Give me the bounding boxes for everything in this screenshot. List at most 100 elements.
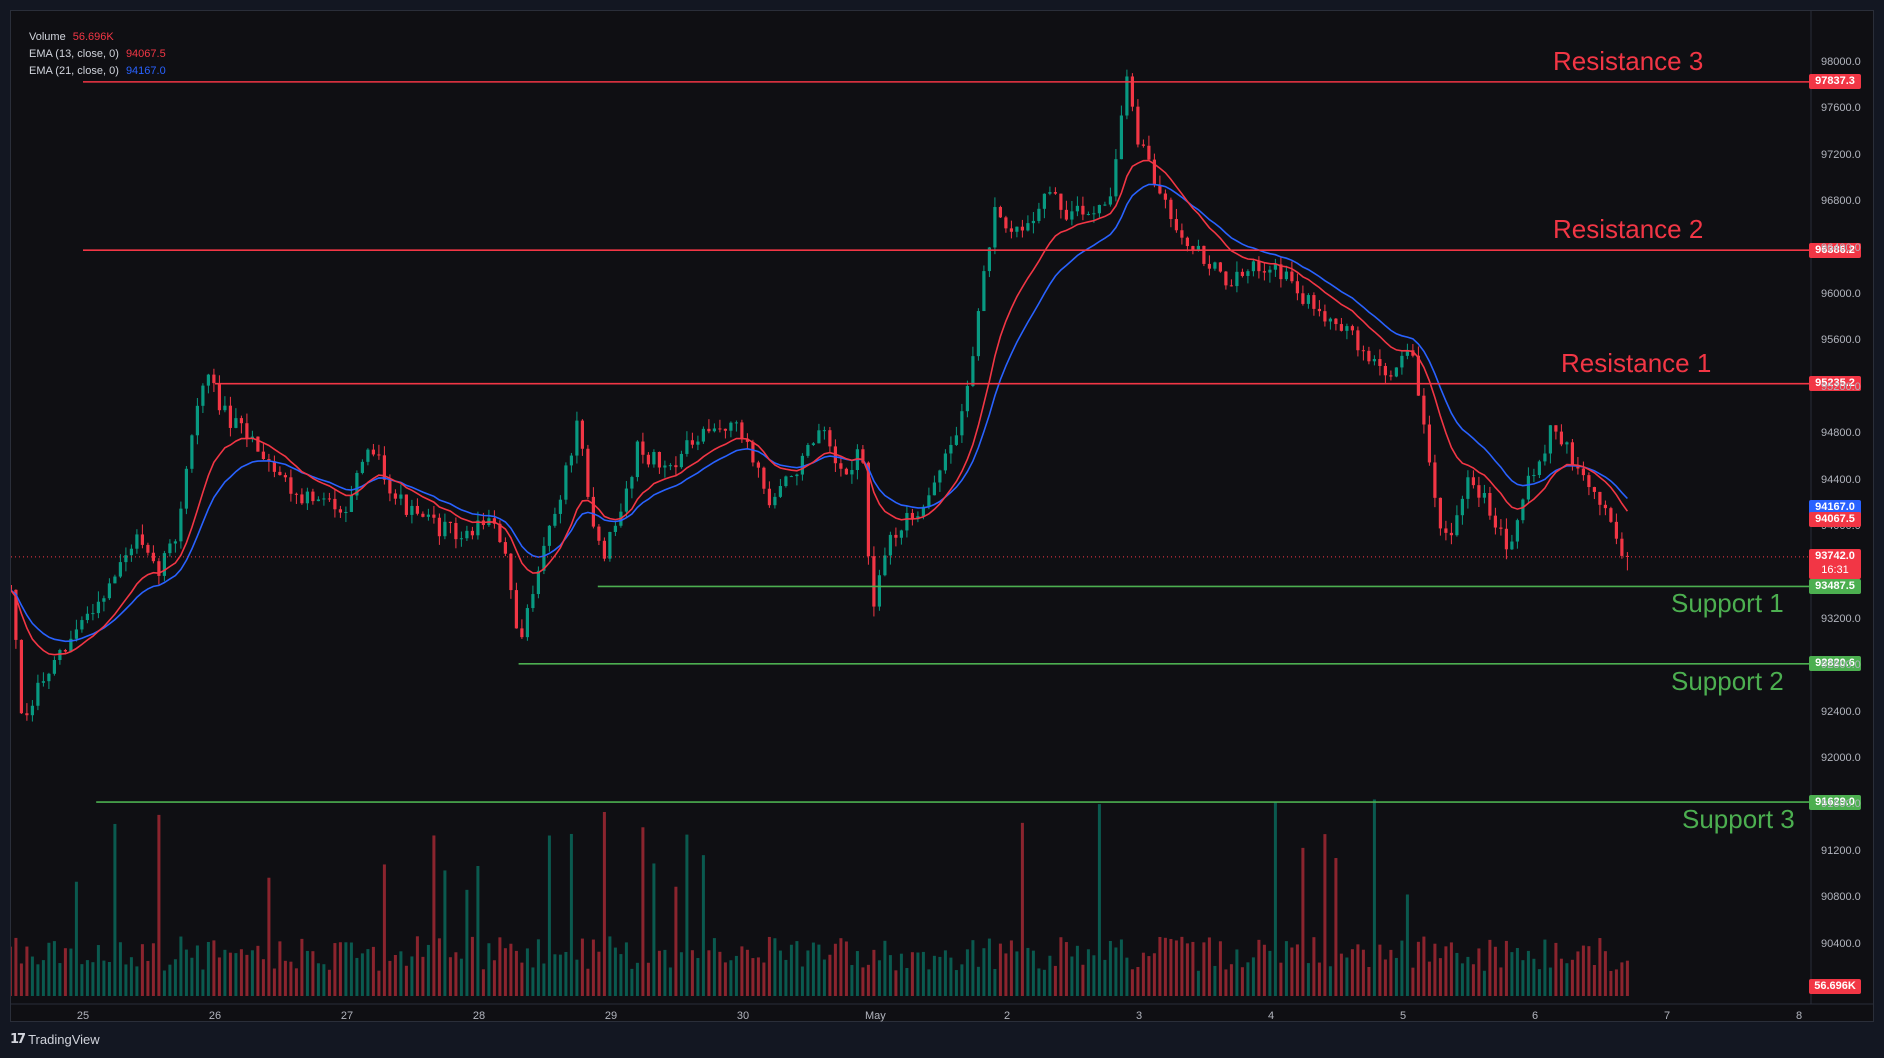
volume-bar: [509, 943, 513, 996]
volume-bar: [1152, 953, 1156, 996]
candle-body: [723, 428, 727, 431]
candle-body: [1268, 269, 1272, 273]
volume-bar: [542, 963, 546, 996]
volume-bar: [217, 957, 221, 996]
volume-bar: [613, 947, 617, 996]
candle-body: [327, 498, 331, 500]
candle-body: [580, 420, 584, 449]
candle-body: [1515, 520, 1519, 542]
volume-bar: [432, 835, 436, 996]
candle-body: [1521, 499, 1525, 521]
volume-bar: [1306, 963, 1310, 996]
last-price-value: 93742.0: [1815, 550, 1855, 563]
volume-bar: [1504, 940, 1508, 996]
candle-body: [1119, 115, 1123, 160]
bar-countdown: 16:31: [1821, 564, 1849, 577]
volume-bar: [63, 948, 67, 996]
volume-bar: [1488, 939, 1492, 996]
candle-body: [998, 207, 1002, 218]
volume-bar: [371, 946, 375, 996]
volume-bar: [1477, 948, 1481, 996]
volume-bar: [1246, 962, 1250, 996]
candle-body: [1136, 106, 1140, 145]
candle-body: [1312, 295, 1316, 309]
support-label: Support 2: [1671, 665, 1784, 696]
price-tick-label: 93200.0: [1821, 612, 1861, 625]
candle-body: [921, 506, 925, 517]
volume-bar: [971, 940, 975, 996]
support-price-tag: 93487.5: [1809, 578, 1861, 594]
candle-body: [239, 418, 243, 424]
volume-bar: [30, 956, 34, 996]
volume-bar: [1471, 964, 1475, 996]
candle-body: [289, 477, 293, 494]
volume-bar: [1213, 965, 1217, 996]
candle-body: [212, 374, 216, 384]
candle-body: [575, 420, 579, 456]
volume-bar: [619, 954, 623, 996]
candle-body: [36, 682, 40, 706]
candle-body: [608, 531, 612, 559]
volume-bar: [696, 958, 700, 996]
volume-bar: [899, 953, 903, 996]
volume-bar: [1620, 962, 1624, 996]
candle-body: [1031, 220, 1035, 224]
candle-body: [795, 474, 799, 477]
candle-body: [938, 470, 942, 483]
volume-bar: [443, 870, 447, 996]
chart-frame[interactable]: Volume 56.696K EMA (13, close, 0) 94067.…: [10, 10, 1874, 1022]
volume-bar: [168, 964, 172, 996]
volume-bar: [520, 962, 524, 996]
candle-body: [41, 681, 45, 683]
candle-body: [1422, 395, 1426, 425]
candle-body: [1059, 193, 1063, 210]
time-tick-label: 29: [604, 1010, 618, 1022]
volume-bar: [1587, 946, 1591, 996]
candle-body: [113, 576, 117, 584]
time-tick-label: 5: [1399, 1010, 1407, 1022]
volume-bar: [91, 962, 95, 996]
candle-body: [476, 520, 480, 536]
volume-bar: [575, 959, 579, 996]
volume-bar: [135, 966, 139, 996]
volume-bar: [1053, 965, 1057, 996]
candle-body: [1559, 431, 1563, 445]
candle-body: [520, 628, 524, 638]
candle-body: [1438, 497, 1442, 529]
volume-bar: [910, 952, 914, 996]
candle-body: [360, 461, 364, 473]
volume-bar: [195, 945, 199, 996]
volume-bar: [833, 943, 837, 996]
candle-body: [1169, 199, 1173, 220]
candle-body: [355, 472, 359, 496]
volume-bar: [1416, 941, 1420, 996]
candle-body: [333, 498, 337, 510]
volume-bar: [635, 962, 639, 996]
candle-body: [652, 451, 656, 465]
legend-value: 94167.0: [125, 65, 166, 77]
candle-body: [1097, 204, 1101, 214]
candle-body: [272, 461, 276, 472]
candle-body: [674, 465, 678, 468]
candle-body: [234, 418, 238, 428]
candle-body: [1009, 228, 1013, 232]
volume-bar: [129, 957, 133, 996]
volume-bar: [107, 961, 111, 996]
volume-bar: [828, 954, 832, 996]
candle-body: [1328, 318, 1332, 322]
candle-body: [1108, 196, 1112, 205]
candle-body: [85, 613, 89, 621]
current-price-tag: 93742.0 16:31: [1809, 549, 1861, 580]
volume-bar: [404, 965, 408, 996]
candle-body: [1053, 192, 1057, 194]
volume-bar: [1114, 947, 1118, 996]
candle-body: [377, 454, 381, 456]
volume-bar: [1224, 969, 1228, 996]
volume-bar: [487, 943, 491, 996]
candle-body: [1543, 453, 1547, 462]
volume-bar: [96, 945, 100, 996]
chart-canvas[interactable]: [11, 11, 1873, 1021]
volume-bar: [157, 814, 161, 996]
volume-bar: [113, 823, 117, 996]
price-tick-label: 97200.0: [1821, 148, 1861, 161]
